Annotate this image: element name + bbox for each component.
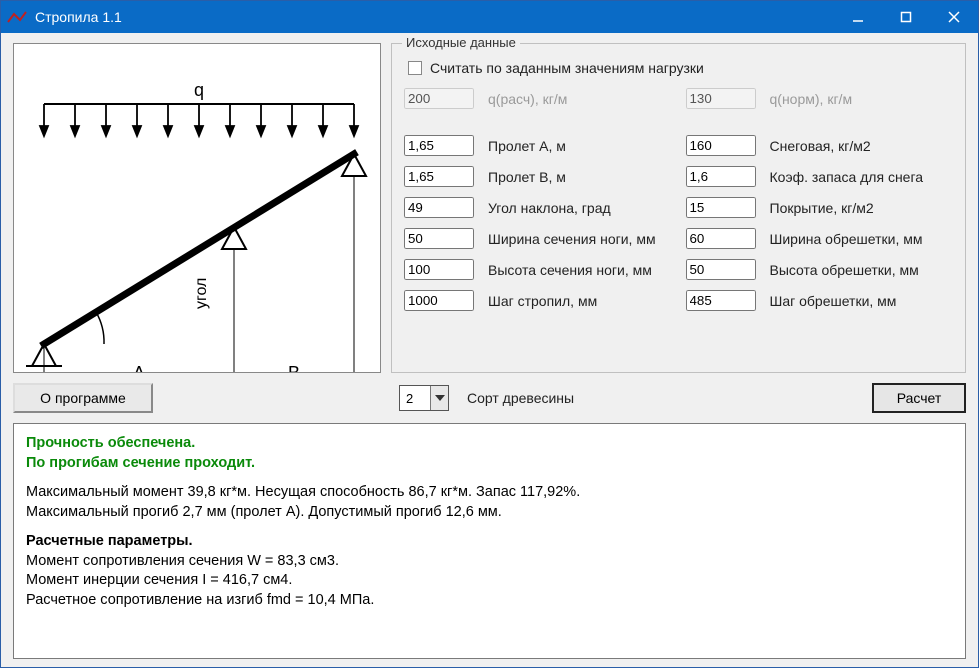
calc-by-given-checkbox[interactable]	[408, 61, 422, 75]
lath-s-input[interactable]	[686, 290, 756, 311]
result-fmd: Расчетное сопротивление на изгиб fmd = 1…	[26, 591, 953, 611]
lath-w-input[interactable]	[686, 228, 756, 249]
wood-grade-value: 2	[400, 391, 430, 406]
lath-s-label: Шаг обрешетки, мм	[770, 293, 954, 309]
app-icon	[7, 9, 27, 25]
sec-h-label: Высота сечения ноги, мм	[488, 262, 672, 278]
window-title: Стропила 1.1	[35, 9, 834, 25]
result-i: Момент инерции сечения I = 416,7 см4.	[26, 571, 953, 591]
minimize-button[interactable]	[834, 1, 882, 33]
lath-h-input[interactable]	[686, 259, 756, 280]
span-a-input[interactable]	[404, 135, 474, 156]
result-deflection-ok: По прогибам сечение проходит.	[26, 454, 953, 474]
q-calc-label: q(расч), кг/м	[488, 91, 672, 107]
snow-k-label: Коэф. запаса для снега	[770, 169, 954, 185]
cover-input[interactable]	[686, 197, 756, 218]
q-norm-input	[686, 88, 756, 109]
inputs-legend: Исходные данные	[402, 35, 520, 50]
result-w: Момент сопротивления сечения W = 83,3 см…	[26, 552, 953, 572]
calc-by-given-label: Считать по заданным значениям нагрузки	[430, 60, 704, 76]
snow-input[interactable]	[686, 135, 756, 156]
diagram-load-label: q	[194, 80, 204, 100]
snow-k-input[interactable]	[686, 166, 756, 187]
snow-label: Снеговая, кг/м2	[770, 138, 954, 154]
angle-label: Угол наклона, град	[488, 200, 672, 216]
sec-w-label: Ширина сечения ноги, мм	[488, 231, 672, 247]
wood-grade-select[interactable]: 2	[399, 385, 449, 411]
results-panel: Прочность обеспечена. По прогибам сечени…	[13, 423, 966, 659]
lath-h-label: Высота обрешетки, мм	[770, 262, 954, 278]
mid-controls: О программе 2 Сорт древесины Расчет	[13, 383, 966, 413]
titlebar: Стропила 1.1	[1, 1, 978, 33]
diagram-angle-label: угол	[193, 278, 210, 309]
step-label: Шаг стропил, мм	[488, 293, 672, 309]
diagram-span-b: B	[288, 363, 300, 372]
span-b-input[interactable]	[404, 166, 474, 187]
client-area: q угол	[1, 33, 978, 667]
q-norm-label: q(норм), кг/м	[770, 91, 954, 107]
result-moment: Максимальный момент 39,8 кг*м. Несущая с…	[26, 483, 953, 503]
close-button[interactable]	[930, 1, 978, 33]
chevron-down-icon	[430, 386, 448, 410]
app-window: Стропила 1.1	[0, 0, 979, 668]
result-params-heading: Расчетные параметры.	[26, 532, 953, 552]
calc-button[interactable]: Расчет	[872, 383, 966, 413]
cover-label: Покрытие, кг/м2	[770, 200, 954, 216]
wood-grade-label: Сорт древесины	[467, 390, 574, 406]
sec-h-input[interactable]	[404, 259, 474, 280]
angle-input[interactable]	[404, 197, 474, 218]
step-input[interactable]	[404, 290, 474, 311]
about-button[interactable]: О программе	[13, 383, 153, 413]
result-strength-ok: Прочность обеспечена.	[26, 434, 953, 454]
rafter-diagram: q угол	[13, 43, 381, 373]
inputs-group: Исходные данные Считать по заданным знач…	[391, 43, 966, 373]
result-deflection: Максимальный прогиб 2,7 мм (пролет A). Д…	[26, 503, 953, 523]
span-b-label: Пролет B, м	[488, 169, 672, 185]
q-calc-input	[404, 88, 474, 109]
span-a-label: Пролет A, м	[488, 138, 672, 154]
sec-w-input[interactable]	[404, 228, 474, 249]
lath-w-label: Ширина обрешетки, мм	[770, 231, 954, 247]
maximize-button[interactable]	[882, 1, 930, 33]
diagram-span-a: A	[133, 363, 145, 372]
